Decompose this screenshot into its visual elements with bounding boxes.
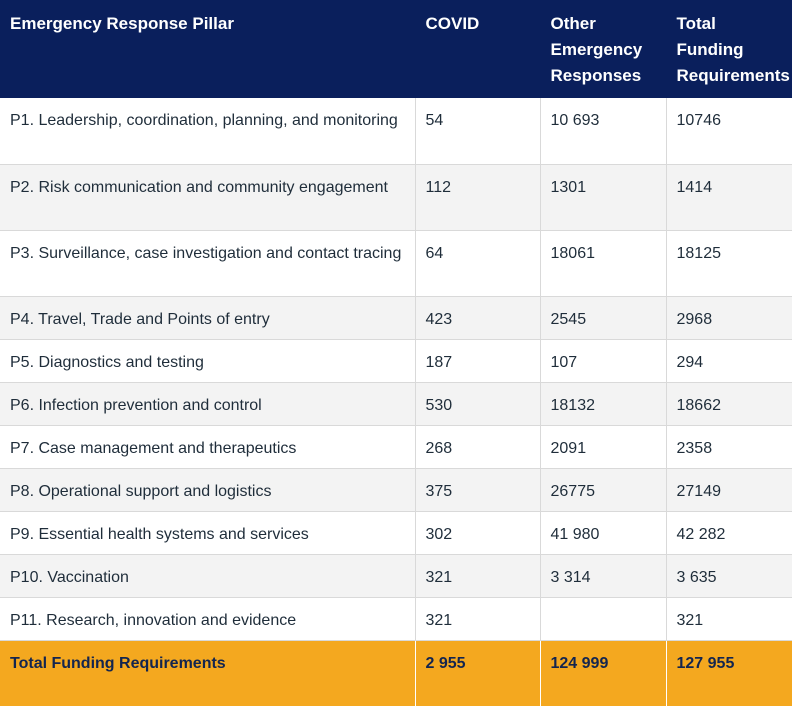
other-cell: 1301 bbox=[540, 164, 667, 231]
table-row: P8. Operational support and logistics 37… bbox=[0, 468, 792, 512]
covid-cell: 321 bbox=[415, 554, 541, 598]
pillar-cell: P5. Diagnostics and testing bbox=[0, 339, 416, 383]
covid-cell: 268 bbox=[415, 425, 541, 469]
pillar-cell: P8. Operational support and logistics bbox=[0, 468, 416, 512]
other-cell: 3 314 bbox=[540, 554, 667, 598]
other-cell: 2545 bbox=[540, 296, 667, 340]
total-label: Total Funding Requirements bbox=[0, 640, 416, 706]
other-cell: 26775 bbox=[540, 468, 667, 512]
total-cell: 18125 bbox=[666, 230, 792, 297]
pillar-cell: P10. Vaccination bbox=[0, 554, 416, 598]
total-total: 127 955 bbox=[666, 640, 792, 706]
header-total: Total Funding Requirements bbox=[666, 0, 792, 98]
total-row: Total Funding Requirements 2 955 124 999… bbox=[0, 640, 792, 706]
other-cell: 107 bbox=[540, 339, 667, 383]
total-cell: 294 bbox=[666, 339, 792, 383]
other-cell: 18132 bbox=[540, 382, 667, 426]
table-row: P4. Travel, Trade and Points of entry 42… bbox=[0, 296, 792, 340]
pillar-cell: P3. Surveillance, case investigation and… bbox=[0, 230, 416, 297]
total-other: 124 999 bbox=[540, 640, 667, 706]
covid-cell: 302 bbox=[415, 511, 541, 555]
covid-cell: 187 bbox=[415, 339, 541, 383]
total-cell: 18662 bbox=[666, 382, 792, 426]
pillar-cell: P7. Case management and therapeutics bbox=[0, 425, 416, 469]
total-cell: 3 635 bbox=[666, 554, 792, 598]
pillar-cell: P6. Infection prevention and control bbox=[0, 382, 416, 426]
covid-cell: 530 bbox=[415, 382, 541, 426]
other-cell: 10 693 bbox=[540, 98, 667, 165]
table-header: Emergency Response Pillar COVID Other Em… bbox=[0, 0, 792, 98]
other-cell: 41 980 bbox=[540, 511, 667, 555]
other-cell: 18061 bbox=[540, 230, 667, 297]
total-cell: 27149 bbox=[666, 468, 792, 512]
total-cell: 2968 bbox=[666, 296, 792, 340]
pillar-cell: P1. Leadership, coordination, planning, … bbox=[0, 98, 416, 165]
total-cell: 321 bbox=[666, 597, 792, 641]
covid-cell: 321 bbox=[415, 597, 541, 641]
table-row: P2. Risk communication and community eng… bbox=[0, 164, 792, 231]
other-cell: 2091 bbox=[540, 425, 667, 469]
covid-cell: 423 bbox=[415, 296, 541, 340]
header-row: Emergency Response Pillar COVID Other Em… bbox=[0, 0, 792, 98]
table-row: P10. Vaccination 321 3 314 3 635 bbox=[0, 554, 792, 598]
table-body: P1. Leadership, coordination, planning, … bbox=[0, 98, 792, 641]
table-footer: Total Funding Requirements 2 955 124 999… bbox=[0, 640, 792, 706]
covid-cell: 375 bbox=[415, 468, 541, 512]
header-covid: COVID bbox=[415, 0, 541, 98]
covid-cell: 54 bbox=[415, 98, 541, 165]
total-cell: 1414 bbox=[666, 164, 792, 231]
other-cell bbox=[540, 597, 667, 641]
pillar-cell: P11. Research, innovation and evidence bbox=[0, 597, 416, 641]
total-cell: 2358 bbox=[666, 425, 792, 469]
table-row: P1. Leadership, coordination, planning, … bbox=[0, 98, 792, 165]
header-other: Other Emergency Responses bbox=[540, 0, 667, 98]
table-row: P5. Diagnostics and testing 187 107 294 bbox=[0, 339, 792, 383]
table-row: P6. Infection prevention and control 530… bbox=[0, 382, 792, 426]
total-cell: 10746 bbox=[666, 98, 792, 165]
header-pillar: Emergency Response Pillar bbox=[0, 0, 416, 98]
total-covid: 2 955 bbox=[415, 640, 541, 706]
table-row: P9. Essential health systems and service… bbox=[0, 511, 792, 555]
total-cell: 42 282 bbox=[666, 511, 792, 555]
table-row: P3. Surveillance, case investigation and… bbox=[0, 230, 792, 297]
table-row: P11. Research, innovation and evidence 3… bbox=[0, 597, 792, 641]
pillar-cell: P2. Risk communication and community eng… bbox=[0, 164, 416, 231]
table-row: P7. Case management and therapeutics 268… bbox=[0, 425, 792, 469]
pillar-cell: P4. Travel, Trade and Points of entry bbox=[0, 296, 416, 340]
covid-cell: 64 bbox=[415, 230, 541, 297]
pillar-cell: P9. Essential health systems and service… bbox=[0, 511, 416, 555]
covid-cell: 112 bbox=[415, 164, 541, 231]
